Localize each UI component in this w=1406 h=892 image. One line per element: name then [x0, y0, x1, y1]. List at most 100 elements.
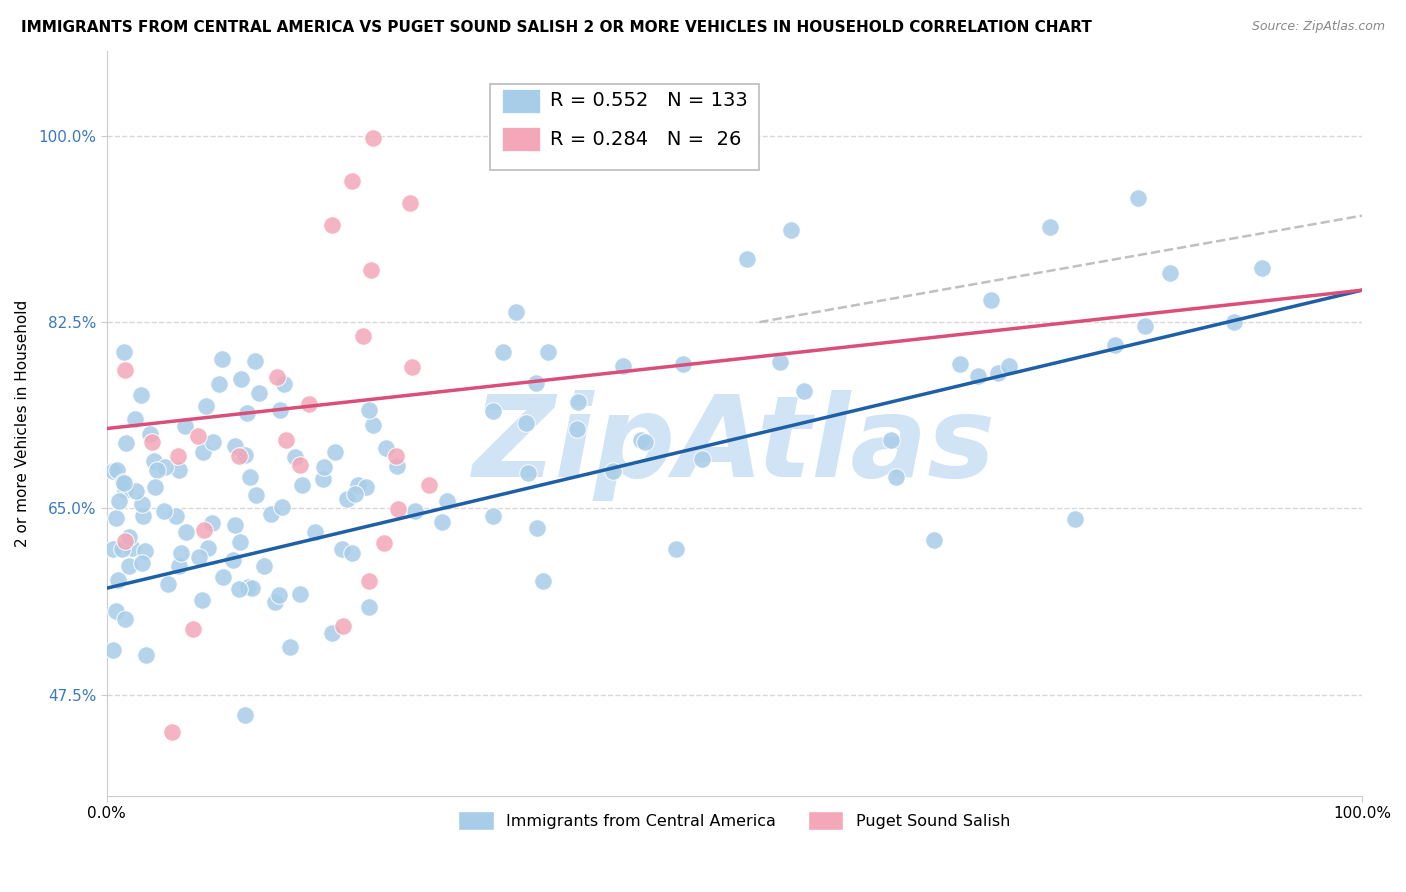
Point — [482, 404, 505, 418]
Point — [167, 463, 190, 477]
Point — [193, 444, 215, 458]
Point — [112, 345, 135, 359]
Legend: Immigrants from Central America, Puget Sound Salish: Immigrants from Central America, Puget S… — [451, 805, 1017, 836]
Point — [634, 435, 657, 450]
Point — [243, 354, 266, 368]
Point — [780, 223, 803, 237]
Point — [124, 412, 146, 426]
Point — [314, 460, 336, 475]
Point — [671, 357, 693, 371]
Point — [236, 580, 259, 594]
Point — [193, 523, 215, 537]
Point — [1104, 338, 1126, 352]
Point — [112, 475, 135, 490]
Point — [664, 541, 686, 556]
Point — [235, 406, 257, 420]
Point — [194, 399, 217, 413]
Point — [612, 359, 634, 374]
Point — [436, 494, 458, 508]
Point — [922, 533, 945, 547]
Point — [526, 521, 548, 535]
Point — [212, 570, 235, 584]
Point — [114, 612, 136, 626]
Point — [304, 524, 326, 539]
Point — [105, 511, 128, 525]
Point — [162, 724, 184, 739]
Point — [524, 376, 547, 390]
Point — [516, 467, 538, 481]
Point — [515, 416, 537, 430]
Point — [361, 418, 384, 433]
Point — [267, 588, 290, 602]
Point — [101, 541, 124, 556]
Point — [385, 450, 408, 464]
Point — [131, 497, 153, 511]
Point — [153, 504, 176, 518]
Point — [118, 530, 141, 544]
Point — [221, 552, 243, 566]
Y-axis label: 2 or more Vehicles in Household: 2 or more Vehicles in Household — [15, 300, 30, 547]
Point — [107, 573, 129, 587]
Point — [1159, 266, 1181, 280]
Point — [630, 433, 652, 447]
Point — [690, 451, 713, 466]
Point — [247, 385, 270, 400]
Point — [967, 368, 990, 383]
Point — [224, 439, 246, 453]
Point — [602, 464, 624, 478]
Point — [139, 427, 162, 442]
Point — [208, 376, 231, 391]
Point — [165, 508, 187, 523]
Point — [170, 546, 193, 560]
Point — [101, 642, 124, 657]
Point — [156, 576, 179, 591]
Point — [401, 359, 423, 374]
Point — [359, 599, 381, 614]
Point — [273, 376, 295, 391]
Point — [344, 486, 367, 500]
Point — [141, 434, 163, 449]
Point — [880, 433, 903, 447]
Point — [229, 534, 252, 549]
Point — [269, 402, 291, 417]
Point — [112, 475, 135, 489]
Point — [224, 517, 246, 532]
Point — [298, 397, 321, 411]
Point — [253, 558, 276, 573]
Point — [359, 403, 381, 417]
Point — [167, 558, 190, 573]
Point — [202, 435, 225, 450]
Point — [235, 707, 257, 722]
Point — [321, 218, 343, 232]
Point — [240, 581, 263, 595]
Point — [181, 623, 204, 637]
Text: ZipAtlas: ZipAtlas — [472, 390, 995, 501]
Point — [176, 524, 198, 539]
Point — [131, 557, 153, 571]
Point — [323, 445, 346, 459]
Point — [340, 174, 363, 188]
Point — [336, 492, 359, 507]
Point — [430, 516, 453, 530]
Point — [229, 372, 252, 386]
Point — [105, 463, 128, 477]
Point — [188, 549, 211, 564]
Point — [264, 595, 287, 609]
Point — [418, 477, 440, 491]
Point — [312, 473, 335, 487]
Point — [1039, 220, 1062, 235]
Point — [332, 618, 354, 632]
Point — [567, 395, 589, 409]
Point — [531, 574, 554, 588]
FancyBboxPatch shape — [502, 88, 540, 112]
Point — [346, 478, 368, 492]
Point — [228, 582, 250, 596]
Point — [1133, 318, 1156, 333]
Point — [278, 640, 301, 654]
Point — [155, 459, 177, 474]
Point — [481, 508, 503, 523]
Point — [131, 508, 153, 523]
Point — [321, 625, 343, 640]
Point — [187, 429, 209, 443]
Point — [145, 480, 167, 494]
